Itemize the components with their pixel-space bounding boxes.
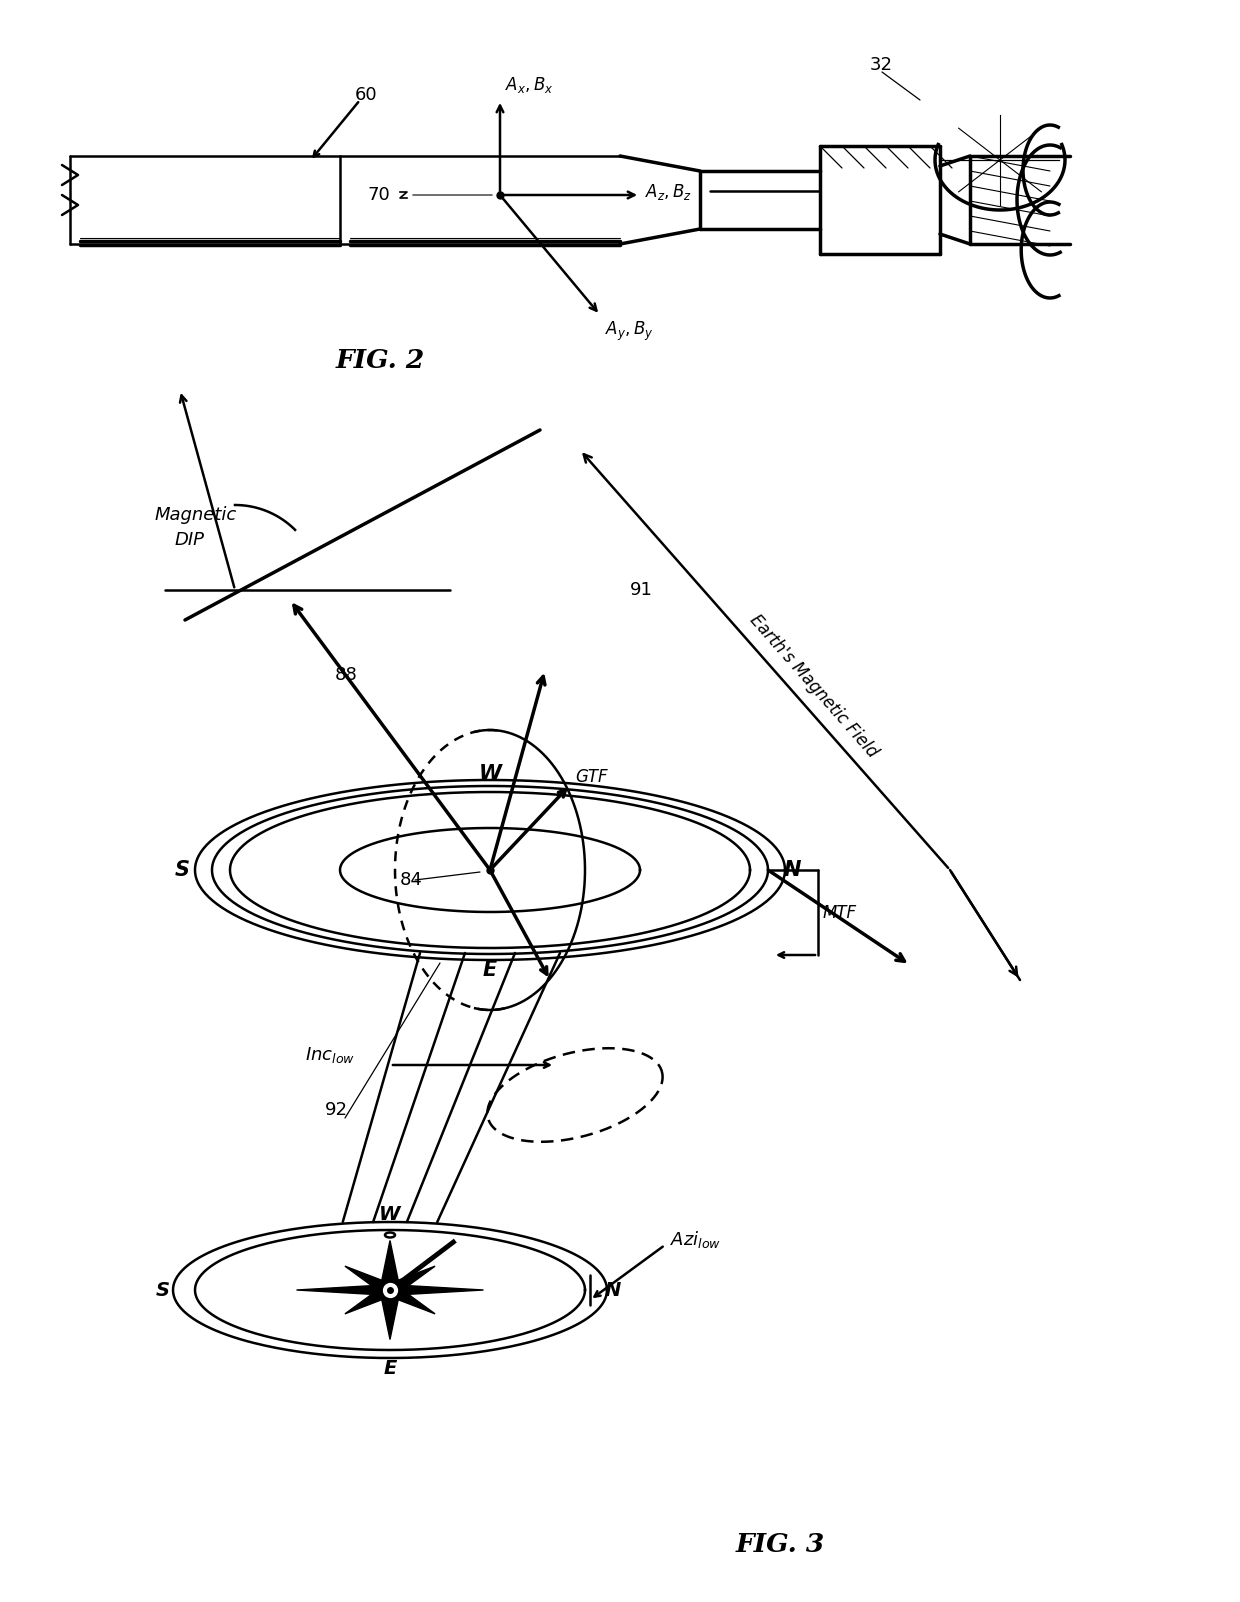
Text: Magnetic: Magnetic xyxy=(155,506,237,524)
Text: 84: 84 xyxy=(401,871,423,889)
Polygon shape xyxy=(345,1286,397,1314)
Text: E: E xyxy=(383,1358,397,1378)
Text: FIG. 2: FIG. 2 xyxy=(335,348,424,373)
Text: $A_x,B_x$: $A_x,B_x$ xyxy=(505,75,553,95)
Text: 91: 91 xyxy=(630,582,653,599)
Text: MTF: MTF xyxy=(823,904,857,921)
Polygon shape xyxy=(383,1286,435,1314)
Text: 60: 60 xyxy=(355,87,378,104)
Polygon shape xyxy=(379,1240,401,1290)
Polygon shape xyxy=(379,1290,401,1339)
Text: S: S xyxy=(156,1280,170,1299)
Text: Earth's Magnetic Field: Earth's Magnetic Field xyxy=(745,610,880,761)
Text: N: N xyxy=(605,1280,621,1299)
Text: DIP: DIP xyxy=(175,530,205,549)
Text: W: W xyxy=(379,1205,401,1224)
Text: $Inc_{low}$: $Inc_{low}$ xyxy=(305,1045,355,1065)
Polygon shape xyxy=(345,1266,397,1294)
Text: $Azi_{low}$: $Azi_{low}$ xyxy=(670,1229,722,1251)
Polygon shape xyxy=(383,1266,435,1294)
Text: $A_z,B_z$: $A_z,B_z$ xyxy=(645,183,692,202)
Text: S: S xyxy=(175,860,190,879)
Text: FIG. 3: FIG. 3 xyxy=(735,1533,825,1557)
Polygon shape xyxy=(296,1285,391,1296)
Text: 32: 32 xyxy=(870,56,893,74)
Text: 88: 88 xyxy=(335,666,358,684)
Ellipse shape xyxy=(384,1232,396,1237)
Text: GTF: GTF xyxy=(575,767,608,787)
Text: 92: 92 xyxy=(325,1101,348,1120)
Text: E: E xyxy=(482,960,497,980)
Text: W: W xyxy=(479,764,501,783)
Text: $A_y,B_y$: $A_y,B_y$ xyxy=(605,320,653,343)
Text: 70: 70 xyxy=(367,186,391,203)
Polygon shape xyxy=(391,1285,484,1296)
Text: N: N xyxy=(784,860,801,879)
